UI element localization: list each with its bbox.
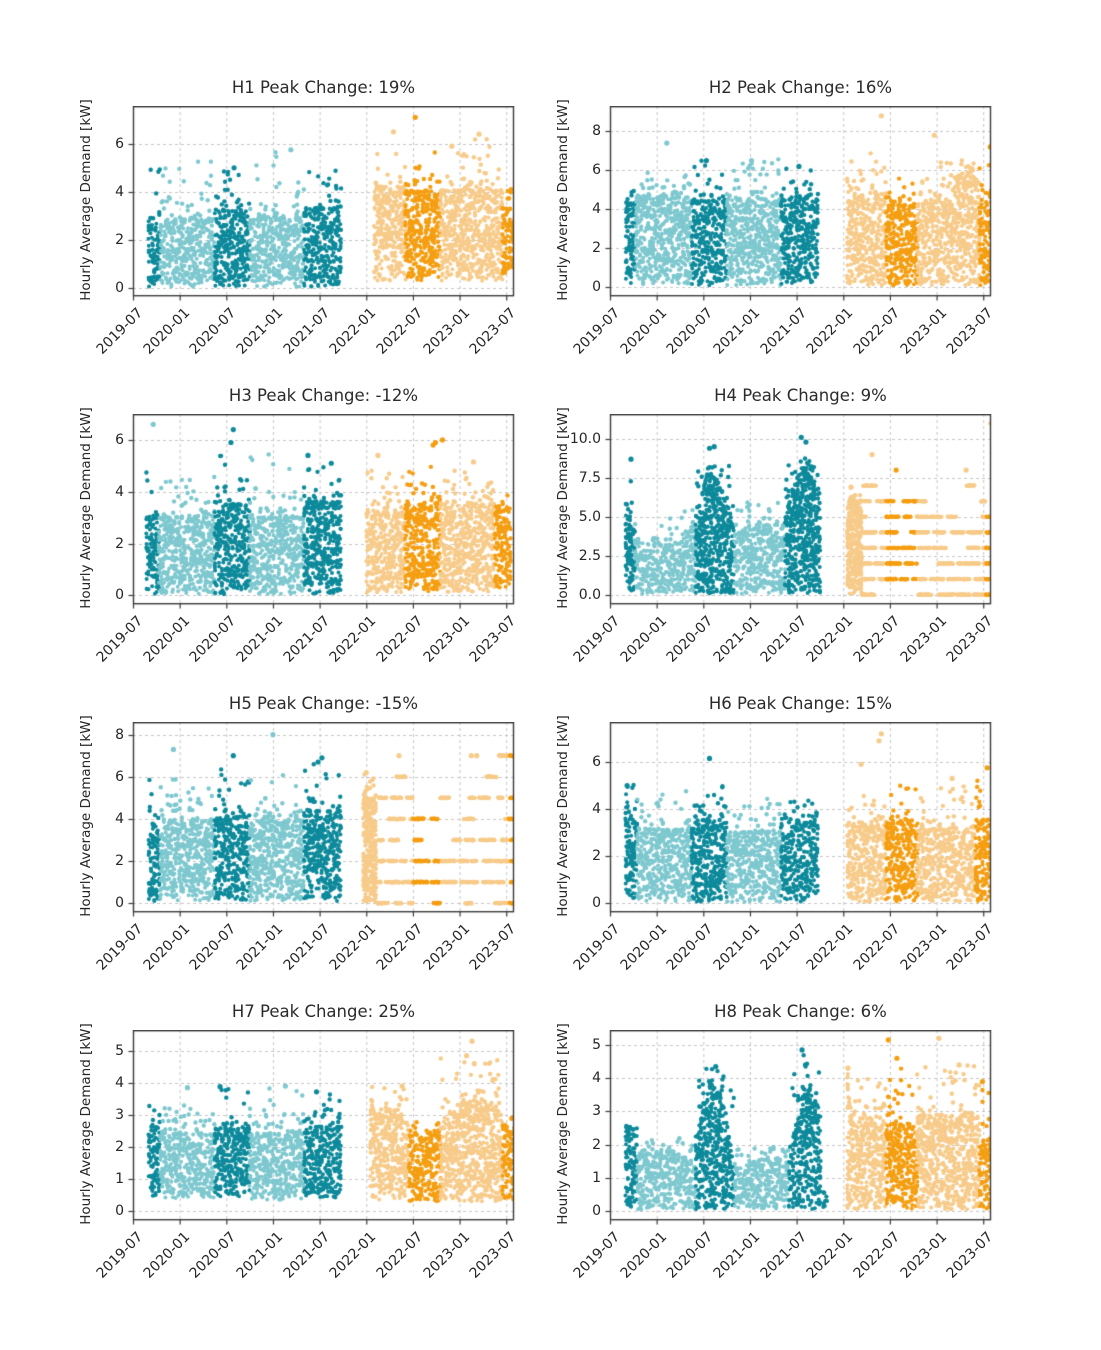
ytick-H5-4: 4 bbox=[115, 810, 124, 827]
ytick-H8-4: 4 bbox=[592, 1070, 601, 1087]
scatter-canvas-H6 bbox=[602, 722, 993, 920]
ytick-H8-2: 2 bbox=[592, 1136, 601, 1153]
ytick-H3-4: 4 bbox=[115, 483, 124, 500]
ytick-H6-4: 4 bbox=[592, 801, 601, 817]
subplot-title-H1: H1 Peak Change: 19% bbox=[231, 78, 416, 97]
ytick-H8-3: 3 bbox=[592, 1103, 601, 1120]
ytick-H1-2: 2 bbox=[115, 231, 124, 248]
ytick-H7-3: 3 bbox=[115, 1106, 124, 1123]
ytick-H5-6: 6 bbox=[115, 768, 124, 785]
subplot-title-H8: H8 Peak Change: 6% bbox=[714, 1002, 887, 1021]
ytick-H4-0.0: 0.0 bbox=[578, 586, 601, 603]
ytick-H3-6: 6 bbox=[115, 431, 124, 448]
scatter-canvas-H1 bbox=[125, 106, 516, 304]
ytick-H8-5: 5 bbox=[592, 1036, 601, 1053]
scatter-canvas-H2 bbox=[602, 106, 993, 304]
ytick-H2-8: 8 bbox=[592, 123, 601, 140]
ytick-H5-0: 0 bbox=[115, 895, 124, 912]
scatter-canvas-H4 bbox=[602, 414, 993, 612]
ytick-H7-2: 2 bbox=[115, 1138, 124, 1155]
ytick-H6-0: 0 bbox=[592, 895, 601, 912]
ytick-H3-2: 2 bbox=[115, 535, 124, 552]
subplot-title-H5: H5 Peak Change: -15% bbox=[228, 694, 419, 713]
ytick-H7-5: 5 bbox=[115, 1042, 124, 1059]
ytick-H8-1: 1 bbox=[592, 1169, 601, 1186]
ytick-H1-0: 0 bbox=[115, 280, 124, 297]
ytick-H1-4: 4 bbox=[115, 183, 124, 200]
ytick-H2-4: 4 bbox=[592, 201, 601, 218]
subplot-title-H7: H7 Peak Change: 25% bbox=[231, 1002, 416, 1021]
scatter-canvas-H7 bbox=[125, 1030, 516, 1228]
ytick-H2-6: 6 bbox=[592, 162, 601, 179]
ytick-H1-6: 6 bbox=[115, 135, 124, 152]
ytick-H5-2: 2 bbox=[115, 853, 124, 870]
ytick-H4-5.0: 5.0 bbox=[578, 508, 601, 525]
ytick-H4-2.5: 2.5 bbox=[578, 547, 601, 564]
ytick-H5-8: 8 bbox=[115, 726, 124, 743]
ytick-H2-2: 2 bbox=[592, 240, 601, 257]
ytick-H7-1: 1 bbox=[115, 1170, 124, 1187]
ytick-H6-6: 6 bbox=[592, 753, 601, 770]
subplot-title-H6: H6 Peak Change: 15% bbox=[708, 694, 893, 713]
scatter-canvas-H3 bbox=[125, 414, 516, 612]
ytick-H7-4: 4 bbox=[115, 1074, 124, 1091]
ytick-H6-2: 2 bbox=[592, 848, 601, 865]
subplot-title-H2: H2 Peak Change: 16% bbox=[708, 78, 893, 97]
ytick-H3-0: 0 bbox=[115, 587, 124, 604]
subplot-title-H4: H4 Peak Change: 9% bbox=[714, 386, 887, 405]
ytick-H4-10.0: 10.0 bbox=[569, 430, 601, 447]
ytick-H8-0: 0 bbox=[592, 1203, 601, 1220]
ytick-H7-0: 0 bbox=[115, 1203, 124, 1220]
subplot-title-H3: H3 Peak Change: -12% bbox=[228, 386, 419, 405]
ytick-H4-7.5: 7.5 bbox=[578, 469, 601, 486]
scatter-canvas-H8 bbox=[602, 1030, 993, 1228]
ytick-H2-0: 0 bbox=[592, 279, 601, 296]
scatter-canvas-H5 bbox=[125, 722, 516, 920]
